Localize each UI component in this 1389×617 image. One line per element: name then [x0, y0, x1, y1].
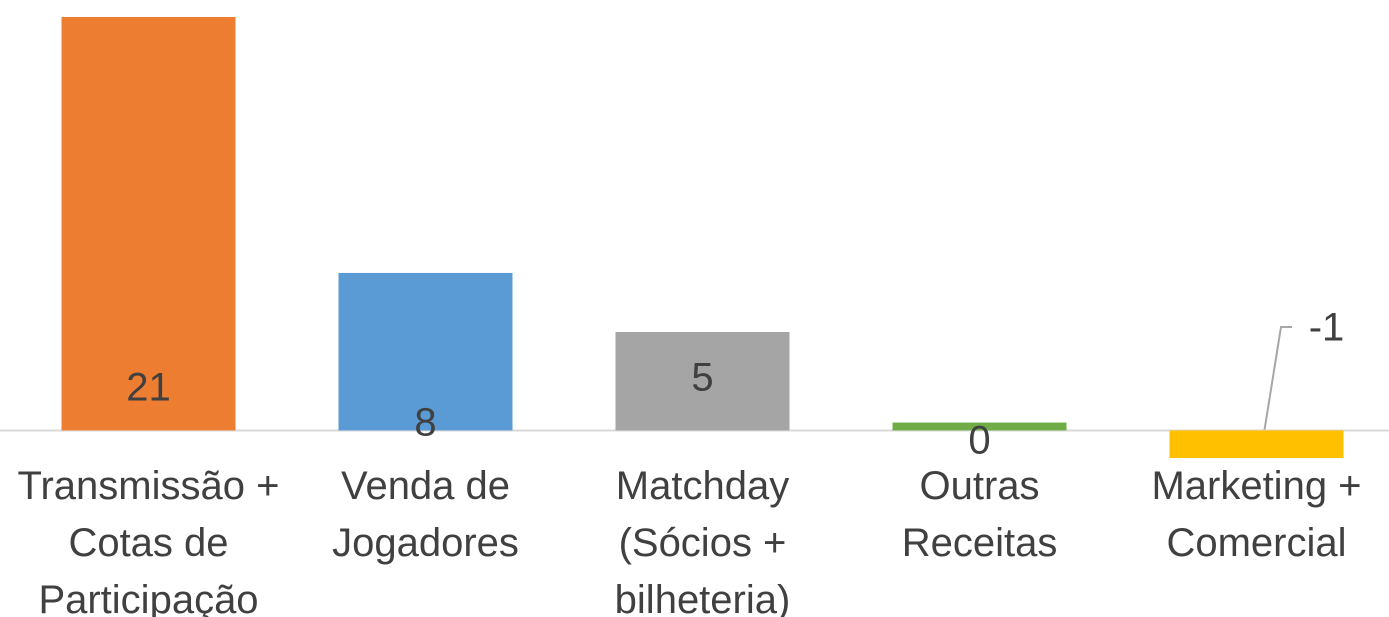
data-label: 5	[691, 356, 713, 400]
bar	[1169, 430, 1344, 458]
bar	[61, 17, 236, 431]
data-label: 21	[126, 366, 171, 410]
x-tick-label: Matchday (Sócios + bilheteria)	[614, 464, 791, 617]
data-label: 8	[414, 401, 436, 445]
x-tick-label: Venda de Jogadores	[332, 464, 519, 565]
bar	[892, 422, 1067, 431]
data-label: 0	[968, 419, 990, 463]
leader-line	[1259, 326, 1292, 459]
data-label: -1	[1309, 306, 1345, 350]
bar	[615, 332, 790, 431]
bar	[338, 272, 513, 431]
x-tick-label: Outras Receitas	[901, 464, 1058, 565]
x-tick-label: Transmissão + Cotas de Participação	[17, 464, 280, 617]
x-tick-label: Marketing + Comercial	[1151, 464, 1362, 565]
